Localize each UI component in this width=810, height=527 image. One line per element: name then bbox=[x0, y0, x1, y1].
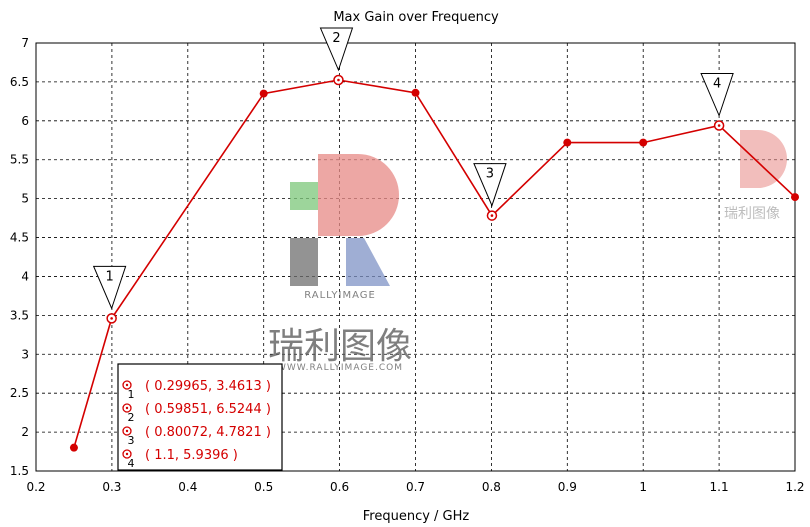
y-tick-label: 3 bbox=[21, 347, 29, 361]
legend-marker-id: 3 bbox=[128, 434, 135, 447]
y-tick-label: 4.5 bbox=[10, 231, 29, 245]
axes bbox=[35, 42, 796, 472]
marker-point-center bbox=[110, 317, 113, 320]
watermark-url: WWW.RALLYIMAGE.COM bbox=[277, 363, 403, 373]
marker-legend: 1 ( 0.29965, 3.4613 ) 2 ( 0.59851, 6.5244 )… bbox=[117, 363, 283, 471]
data-point bbox=[69, 443, 78, 452]
watermark-logo-small: 瑞利图像 bbox=[724, 130, 787, 222]
y-tick-label: 5 bbox=[21, 192, 29, 206]
y-tick-label: 2 bbox=[21, 425, 29, 439]
y-tick-label: 5.5 bbox=[10, 153, 29, 167]
legend-marker-icon bbox=[122, 426, 132, 436]
watermark-brand: RALLYIMAGE bbox=[304, 290, 376, 301]
x-tick-label: 0.6 bbox=[330, 480, 349, 494]
x-tick-label: 0.2 bbox=[26, 480, 45, 494]
markers: 1 2 3 4 bbox=[92, 27, 734, 324]
watermark-logo: RALLYIMAGE 瑞利图像 WWW.RALLYIMAGE.COM bbox=[268, 154, 412, 373]
legend-entry: ( 0.80072, 4.7821 ) bbox=[145, 425, 271, 440]
legend-entry: ( 0.59851, 6.5244 ) bbox=[145, 402, 271, 417]
marker-point-center bbox=[337, 78, 340, 82]
data-point bbox=[639, 138, 648, 147]
marker-point-center bbox=[490, 214, 494, 217]
x-tick-label: 1 bbox=[639, 480, 647, 494]
tick-labels: 0.2 0.3 0.4 0.5 0.6 0.7 0.8 0.9 1 1.1 1.2 1.5 2 2.5 3 3… bbox=[10, 36, 805, 494]
marker-flag bbox=[700, 73, 734, 117]
plot-frame bbox=[35, 42, 796, 472]
x-tick-label: 0.5 bbox=[254, 480, 273, 494]
x-tick-label: 0.7 bbox=[406, 480, 425, 494]
data-point bbox=[791, 193, 799, 202]
x-tick-label: 0.8 bbox=[482, 480, 501, 494]
watermark-chinese: 瑞利图像 bbox=[268, 326, 412, 367]
marker-label: 1 bbox=[105, 269, 113, 284]
legend-marker-icon bbox=[122, 403, 132, 413]
legend-marker-id: 4 bbox=[128, 457, 135, 470]
data-point bbox=[563, 138, 572, 147]
legend-marker-id: 2 bbox=[128, 411, 135, 424]
y-tick-label: 7 bbox=[21, 36, 29, 50]
marker-label: 2 bbox=[332, 31, 340, 46]
legend-entry: ( 0.29965, 3.4613 ) bbox=[145, 379, 271, 394]
x-tick-label: 0.3 bbox=[102, 480, 121, 494]
marker-label: 4 bbox=[713, 77, 721, 92]
legend-marker-icon-center bbox=[125, 429, 129, 433]
data-point bbox=[259, 89, 268, 98]
y-tick-label: 3.5 bbox=[10, 308, 29, 322]
legend-marker-icon bbox=[122, 380, 132, 390]
y-tick-label: 4 bbox=[21, 269, 29, 283]
watermark-chinese-small: 瑞利图像 bbox=[724, 206, 780, 222]
legend-marker-icon-center bbox=[125, 406, 129, 410]
y-tick-label: 6 bbox=[21, 114, 29, 128]
y-tick-label: 1.5 bbox=[10, 464, 29, 478]
data-points bbox=[69, 88, 799, 452]
legend-entry: ( 1.1, 5.9396 ) bbox=[145, 448, 238, 463]
grid bbox=[35, 42, 796, 472]
legend-box bbox=[117, 363, 283, 471]
x-tick-label: 0.9 bbox=[558, 480, 577, 494]
marker-flag bbox=[319, 27, 354, 72]
marker-point-center bbox=[717, 124, 721, 127]
x-axis-label: Frequency / GHz bbox=[363, 509, 470, 524]
data-point bbox=[411, 88, 420, 97]
x-tick-label: 1.2 bbox=[785, 480, 804, 494]
y-tick-label: 6.5 bbox=[10, 75, 29, 89]
legend-marker-id: 1 bbox=[128, 388, 135, 401]
marker-flag bbox=[92, 265, 127, 310]
legend-marker-icon bbox=[122, 449, 132, 459]
x-tick-label: 1.1 bbox=[710, 480, 729, 494]
legend-marker-icon-center bbox=[125, 383, 129, 387]
legend-marker-icon-center bbox=[125, 452, 129, 456]
y-tick-label: 2.5 bbox=[10, 386, 29, 400]
x-tick-label: 0.4 bbox=[178, 480, 197, 494]
marker-label: 3 bbox=[486, 167, 494, 182]
series-line bbox=[73, 79, 796, 448]
chart-title: Max Gain over Frequency bbox=[333, 10, 499, 25]
marker-flag bbox=[473, 163, 507, 207]
